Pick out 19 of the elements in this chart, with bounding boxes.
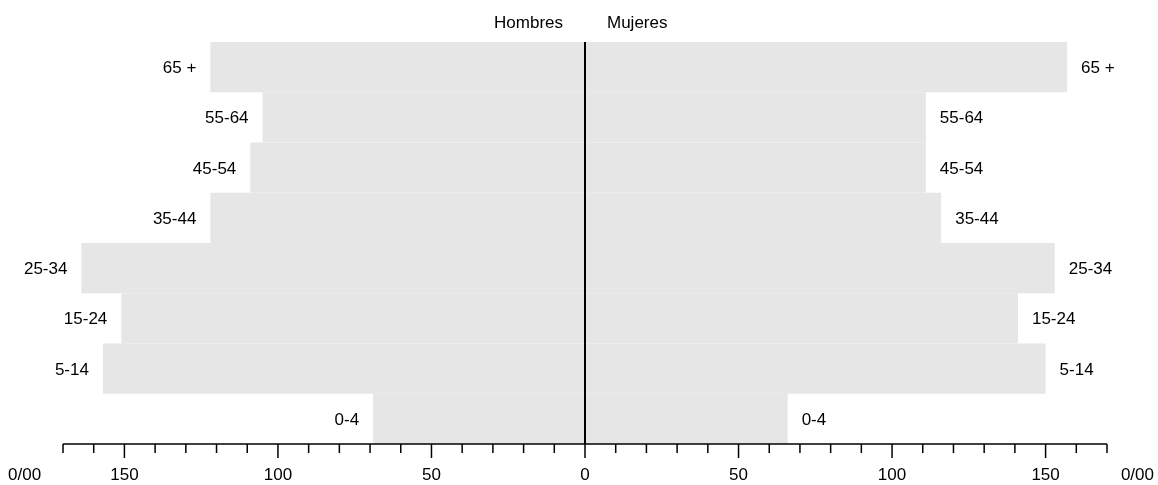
x-tick-label: 100 [263, 465, 293, 484]
category-label: 0-4 [801, 409, 827, 429]
x-tick-label: 150 [110, 465, 139, 484]
category-label: 35-44 [955, 208, 999, 228]
category-label: 15-24 [1031, 309, 1076, 329]
x-tick-label: 50 [422, 465, 441, 484]
x-tick-label: 0 [580, 465, 590, 484]
x-axis-title: 0/00 [1120, 465, 1154, 484]
x-tick-label: 150 [1031, 465, 1060, 484]
category-label: 45-54 [939, 158, 984, 178]
x-tick-label: 100 [877, 465, 907, 484]
series-label: Mujeres [607, 13, 668, 32]
category-label: 55-64 [939, 108, 984, 128]
category-label: 65 + [162, 58, 197, 78]
text: 0/00 [8, 465, 42, 484]
category-label: 25-34 [23, 259, 68, 279]
x-tick-label: 50 [729, 465, 748, 484]
category-label: 5-14 [1059, 359, 1094, 379]
series-label: Hombres [494, 13, 563, 32]
